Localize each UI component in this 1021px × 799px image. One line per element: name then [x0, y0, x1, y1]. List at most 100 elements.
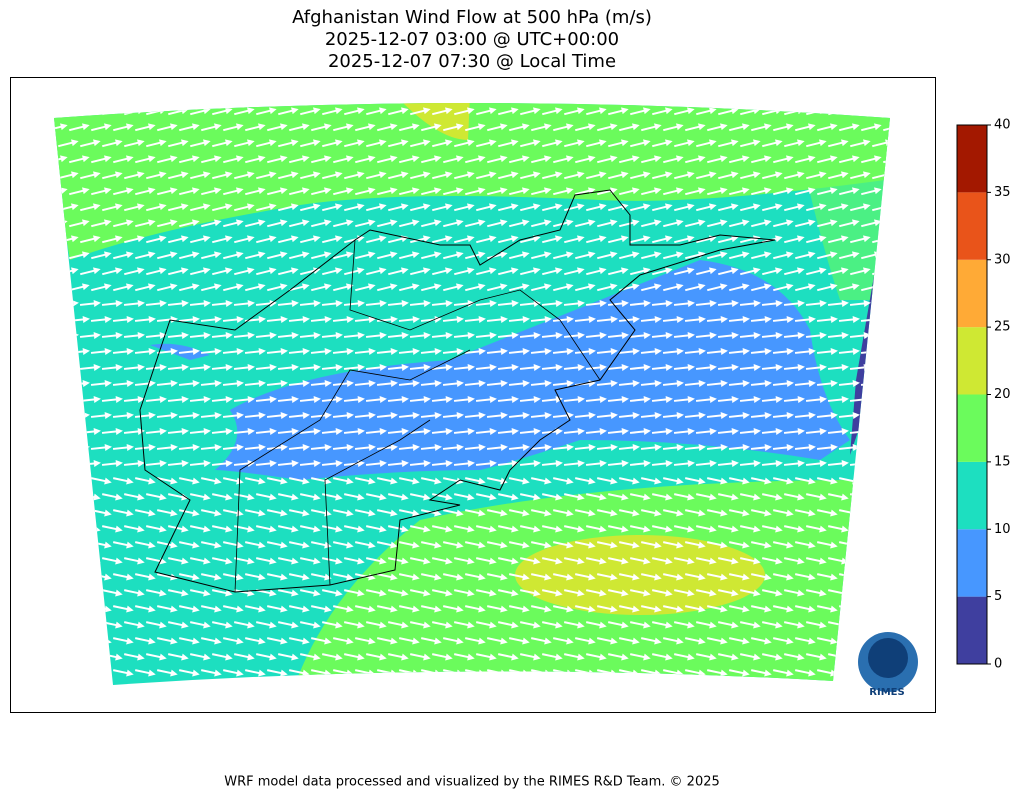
- wind-arrow: [674, 139, 695, 148]
- wind-arrow: [234, 171, 255, 180]
- arrow-shaft: [255, 653, 273, 659]
- wind-arrow: [332, 573, 354, 581]
- arrow-head: [511, 653, 519, 661]
- wind-arrow: [343, 363, 365, 371]
- arrow-head: [687, 493, 695, 501]
- wind-arrow: [497, 427, 519, 435]
- wind-arrow: [839, 123, 860, 132]
- arrow-head: [269, 686, 277, 694]
- colorbar-tick-label: 40: [994, 118, 1011, 133]
- arrow-head: [786, 509, 794, 517]
- arrow-head: [665, 427, 673, 435]
- arrow-head: [225, 525, 233, 533]
- arrow-head: [291, 525, 299, 533]
- arrow-head: [687, 653, 695, 661]
- arrow-head: [181, 653, 189, 661]
- wind-arrow: [541, 589, 563, 597]
- arrow-shaft: [113, 125, 130, 132]
- arrow-shaft: [333, 125, 350, 132]
- wind-arrow: [233, 653, 255, 661]
- arrow-head: [643, 107, 651, 115]
- wind-arrow: [420, 477, 442, 485]
- arrow-shaft: [355, 285, 372, 292]
- arrow-head: [93, 427, 101, 435]
- wind-arrow: [652, 171, 673, 180]
- arrow-shaft: [860, 541, 878, 547]
- arrow-head: [808, 379, 816, 387]
- arrow-shaft: [245, 157, 262, 164]
- arrow-head: [555, 621, 563, 629]
- wind-arrow: [453, 525, 475, 533]
- wind-arrow: [651, 427, 673, 435]
- arrow-shaft: [465, 157, 482, 164]
- arrow-shaft: [883, 253, 890, 260]
- arrow-shaft: [706, 573, 724, 579]
- wind-arrow: [894, 395, 916, 404]
- arrow-shaft: [640, 509, 658, 515]
- arrow-shaft: [640, 350, 658, 354]
- arrow-shaft: [563, 557, 581, 563]
- arrow-head: [379, 107, 387, 115]
- arrow-head: [82, 315, 90, 323]
- arrow-shaft: [563, 334, 581, 338]
- wind-arrow: [178, 477, 200, 485]
- wind-arrow: [464, 315, 486, 323]
- wind-arrow: [156, 509, 178, 517]
- wind-arrow: [553, 219, 574, 228]
- arrow-head: [456, 283, 464, 291]
- arrow-shaft: [179, 253, 196, 260]
- arrow-head: [313, 267, 321, 275]
- arrow-head: [731, 363, 739, 371]
- wind-arrow: [80, 235, 101, 244]
- wind-arrow: [167, 621, 189, 629]
- arrow-head: [489, 653, 497, 661]
- arrow-head: [533, 203, 541, 211]
- arrow-head: [104, 541, 112, 549]
- arrow-shaft: [354, 573, 372, 579]
- arrow-head: [412, 411, 420, 419]
- wind-arrow: [630, 203, 651, 212]
- arrow-head: [412, 573, 420, 581]
- arrow-shaft: [113, 285, 130, 292]
- wind-arrow: [431, 589, 453, 597]
- arrow-shaft: [200, 605, 218, 611]
- arrow-head: [753, 299, 761, 307]
- arrow-shaft: [299, 621, 317, 627]
- arrow-head: [665, 557, 673, 565]
- arrow-shaft: [113, 189, 130, 196]
- arrow-head: [819, 427, 827, 435]
- arrow-shaft: [717, 462, 735, 466]
- arrow-head: [357, 653, 365, 661]
- wind-arrow: [343, 653, 365, 661]
- arrow-head: [82, 637, 90, 645]
- wind-arrow: [651, 395, 673, 403]
- arrow-head: [236, 541, 244, 549]
- wind-arrow: [410, 107, 431, 116]
- arrow-shaft: [630, 173, 647, 180]
- wind-arrow: [695, 653, 717, 661]
- wind-arrow: [431, 525, 453, 533]
- arrow-shaft: [894, 270, 910, 274]
- arrow-shaft: [662, 669, 680, 675]
- arrow-shaft: [728, 318, 746, 322]
- wind-arrow: [794, 411, 816, 419]
- arrow-shaft: [838, 637, 856, 643]
- wind-arrow: [718, 107, 739, 116]
- wind-arrow: [662, 443, 684, 451]
- arrow-shaft: [476, 141, 493, 148]
- wind-arrow: [805, 299, 827, 307]
- arrow-head: [808, 187, 816, 195]
- arrow-shaft: [355, 157, 372, 164]
- arrow-head: [533, 621, 541, 629]
- arrow-head: [863, 235, 871, 243]
- arrow-shaft: [453, 653, 471, 659]
- wind-arrow: [343, 493, 365, 501]
- arrow-shaft: [409, 430, 427, 434]
- arrow-shaft: [894, 367, 910, 369]
- arrow-shaft: [838, 446, 856, 450]
- arrow-head: [874, 283, 882, 291]
- arrow-shaft: [640, 605, 658, 611]
- arrow-head: [588, 411, 596, 419]
- wind-arrow: [453, 427, 475, 435]
- arrow-shaft: [509, 253, 526, 260]
